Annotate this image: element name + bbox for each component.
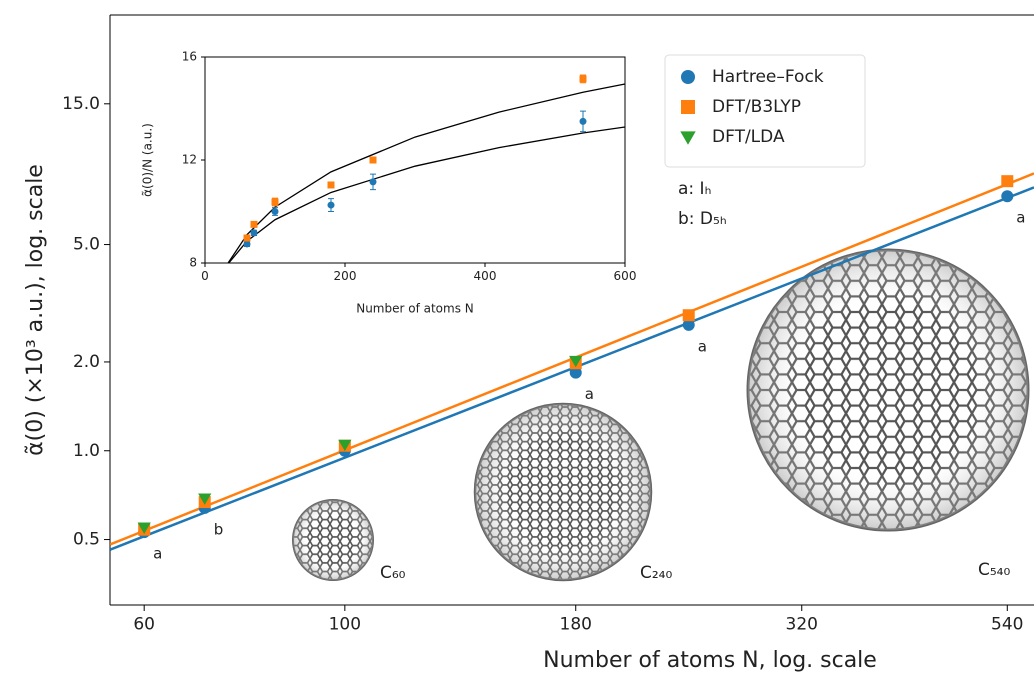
x-tick-label: 200 [334, 269, 357, 283]
y-axis-label: α̃(0) (×10³ a.u.), log. scale [23, 164, 48, 456]
marker [370, 157, 377, 164]
y-tick-label: 12 [182, 153, 197, 167]
structure-label: C₅₄₀ [978, 560, 1011, 580]
marker [251, 221, 258, 228]
y-tick-label: 1.0 [73, 441, 100, 461]
marker [272, 208, 279, 215]
marker [681, 100, 695, 114]
legend-label: DFT/B3LYP [712, 97, 801, 117]
fullerene-images [293, 250, 1028, 580]
point-label: b [214, 520, 224, 538]
marker [681, 70, 695, 84]
annotation: b: D₅ₕ [678, 209, 727, 229]
y-tick-label: 0.5 [73, 530, 100, 550]
legend-label: Hartree–Fock [712, 67, 824, 87]
structure-label: C₂₄₀ [640, 563, 673, 583]
y-tick-label: 5.0 [73, 235, 100, 255]
inset-frame [205, 57, 625, 263]
structure-label: C₆₀ [380, 563, 406, 583]
marker [580, 118, 587, 125]
y-tick-label: 2.0 [73, 352, 100, 372]
marker [683, 309, 695, 321]
point-label: a [585, 385, 594, 403]
y-tick-label: 16 [182, 50, 197, 64]
x-tick-label: 400 [474, 269, 497, 283]
point-label: a [1016, 209, 1025, 227]
marker [272, 198, 279, 205]
marker [328, 202, 335, 209]
marker [580, 75, 587, 82]
marker [1001, 175, 1013, 187]
y-tick-label: 8 [189, 256, 197, 270]
x-tick-label: 100 [329, 615, 361, 635]
x-tick-label: 0 [201, 269, 209, 283]
annotation: a: Iₕ [678, 179, 711, 199]
x-tick-label: 540 [991, 615, 1023, 635]
marker [244, 235, 251, 242]
x-tick-label: 60 [133, 615, 155, 635]
marker [251, 229, 258, 236]
marker [328, 181, 335, 188]
x-axis-label: Number of atoms N, log. scale [543, 648, 877, 673]
point-label: a [153, 545, 162, 563]
marker [1001, 190, 1013, 202]
x-tick-label: 600 [614, 269, 637, 283]
inset-x-label: Number of atoms N [356, 302, 474, 316]
point-label: a [698, 337, 707, 355]
y-tick-label: 15.0 [62, 94, 100, 114]
figure: Number of atoms N, log. scale α̃(0) (×10… [0, 0, 1034, 673]
x-tick-label: 320 [786, 615, 818, 635]
legend-label: DFT/LDA [712, 127, 785, 147]
inset-y-label: α̃(0)/N (a.u.) [141, 123, 155, 197]
marker [370, 178, 377, 185]
x-tick-label: 180 [560, 615, 592, 635]
